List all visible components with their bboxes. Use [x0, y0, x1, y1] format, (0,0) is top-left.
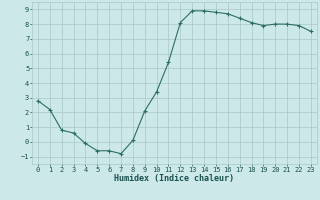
X-axis label: Humidex (Indice chaleur): Humidex (Indice chaleur)	[115, 174, 234, 183]
